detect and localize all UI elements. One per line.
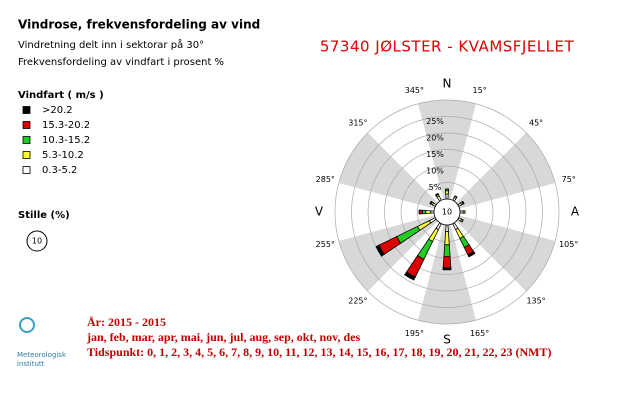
wind-bar — [442, 267, 452, 271]
legend-swatch — [22, 106, 31, 114]
wind-bar — [444, 231, 450, 246]
legend-swatch — [22, 166, 31, 174]
angle-tick-label: 255° — [316, 240, 335, 249]
wind-bar — [445, 193, 449, 200]
compass-label: S — [443, 333, 451, 347]
r-tick-label: 25% — [426, 117, 444, 126]
calm-badge — [26, 230, 48, 252]
angle-tick-label: 285° — [316, 175, 335, 184]
angle-tick-label: 105° — [559, 240, 578, 249]
compass-label: V — [315, 205, 324, 219]
angle-tick-label: 315° — [348, 118, 367, 127]
wind-bar — [404, 271, 416, 281]
legend-label: 10.3-15.2 — [42, 135, 90, 146]
station-title: 57340 JØLSTER - KVAMSFJELLET — [320, 38, 575, 56]
wind-bar — [422, 209, 427, 215]
wind-bar — [375, 244, 385, 257]
r-tick-label: 15% — [426, 150, 444, 159]
angle-tick-label: 345° — [405, 86, 424, 95]
angle-tick-label: 15° — [473, 86, 487, 95]
wind-bar — [418, 209, 423, 215]
subtitle: Frekvensfordeling av vindfart i prosent … — [18, 57, 224, 68]
sector-shade — [338, 132, 447, 212]
period: År: 2015 - 2015 — [87, 315, 166, 329]
calm-circle — [433, 198, 461, 226]
sector-shade — [418, 100, 476, 212]
r-tick-label: 20% — [426, 134, 444, 143]
angle-tick-label: 195° — [405, 329, 424, 338]
calm-label: Stille (%) — [18, 210, 70, 221]
angle-tick-label: 165° — [470, 329, 489, 338]
months: jan, feb, mar, apr, mai, jun, jul, aug, … — [86, 330, 360, 344]
wind-bar — [445, 224, 449, 232]
compass-label: A — [571, 205, 580, 219]
angle-tick-label: 45° — [529, 118, 543, 127]
wind-bar — [429, 201, 432, 204]
wind-bar — [443, 244, 451, 257]
wind-bar — [430, 210, 435, 214]
legend-swatch — [22, 151, 31, 159]
legend-label: 15.3-20.2 — [42, 120, 90, 131]
wind-bar — [459, 210, 464, 214]
chart-title: Vindrose, frekvensfordeling av vind — [18, 18, 260, 32]
r-tick-label: 5% — [429, 183, 442, 192]
legend-swatch — [22, 121, 31, 129]
sector-shade — [447, 212, 556, 292]
wind-bar — [467, 250, 476, 258]
legend-label: 0.3-5.2 — [42, 165, 77, 176]
compass-label: N — [443, 77, 452, 91]
wind-bar — [425, 210, 432, 214]
angle-tick-label: 75° — [562, 175, 576, 184]
calm-value: 10 — [32, 237, 42, 246]
logo-icon — [19, 317, 35, 333]
wind-bar — [462, 201, 465, 204]
ring — [367, 132, 527, 292]
legend-swatch — [22, 136, 31, 144]
angle-tick-label: 225° — [348, 297, 367, 306]
legend-label: >20.2 — [42, 105, 73, 116]
ring — [384, 149, 510, 275]
angle-tick-label: 135° — [526, 297, 545, 306]
r-tick-label: 10% — [426, 167, 444, 176]
rose-outline — [334, 99, 560, 325]
wind-bar — [435, 193, 439, 196]
legend-label: 5.3-10.2 — [42, 150, 84, 161]
calm-center-value: 10 — [442, 208, 452, 217]
logo-text: Meteorologisk — [17, 351, 67, 359]
wind-bar — [442, 255, 452, 269]
subtitle: Vindretning delt inn i sektorar på 30° — [18, 38, 204, 51]
logo-text: institutt — [17, 360, 45, 368]
legend-title: Vindfart ( m/s ) — [18, 90, 104, 101]
ring — [351, 116, 543, 308]
sector-shade — [338, 212, 447, 292]
sector-shade — [447, 132, 556, 212]
wind-bar — [445, 190, 449, 195]
hours: Tidspunkt: 0, 1, 2, 3, 4, 5, 6, 7, 8, 9,… — [87, 345, 551, 359]
